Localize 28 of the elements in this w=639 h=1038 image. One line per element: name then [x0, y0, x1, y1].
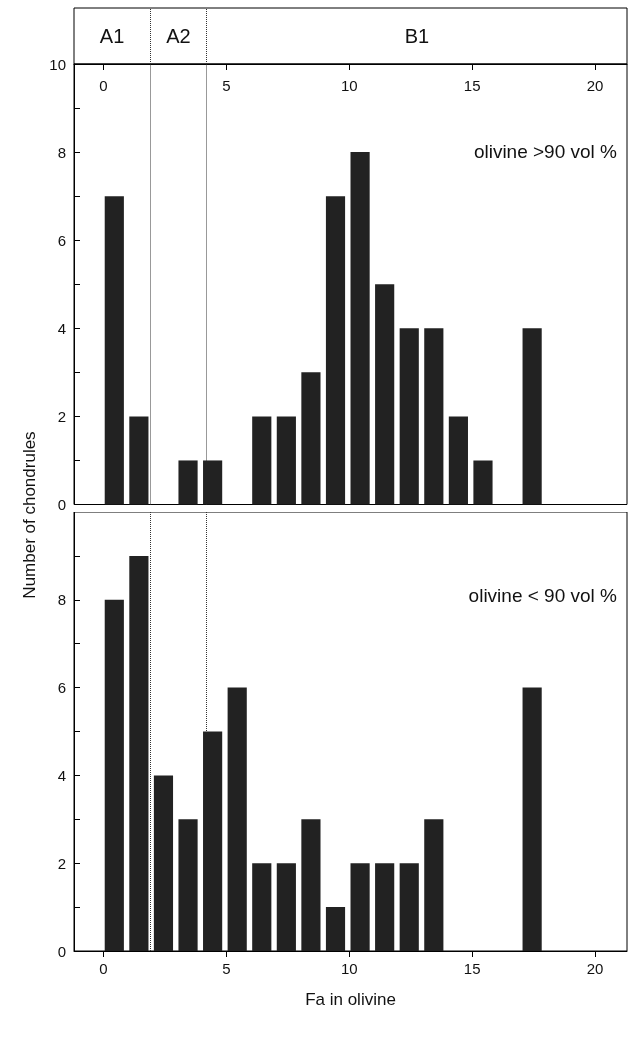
y-tick-label: 0 — [57, 496, 66, 513]
x-tick-label: 5 — [222, 960, 231, 977]
y-tick-label: 6 — [57, 679, 66, 697]
x-tick-label: 15 — [463, 960, 481, 977]
text: B1 — [404, 25, 430, 47]
x-axis-title: Fa in olivine — [305, 990, 396, 1009]
x-tick-label: 5 — [222, 77, 231, 94]
y-tick-label: 0 — [57, 942, 66, 960]
x-tick-label: 10 — [340, 77, 358, 94]
y-tick-label: 8 — [57, 591, 66, 609]
y-tick-label: 4 — [57, 766, 66, 784]
x-tick-label: 0 — [99, 77, 108, 94]
y-tick-label: 2 — [57, 407, 66, 425]
annotation: olivine < 90 vol % — [468, 585, 618, 606]
y-tick-label: 4 — [57, 319, 66, 337]
y-tick-label: 6 — [57, 231, 66, 249]
text: A2 — [166, 25, 191, 47]
y-axis-title: Number of chondrules — [20, 431, 40, 599]
x-tick-label: 0 — [99, 960, 108, 977]
x-tick-label: 15 — [463, 77, 481, 94]
text: A1 — [99, 25, 125, 47]
y-tick-label: 10 — [49, 55, 66, 73]
x-tick-label: 20 — [586, 960, 604, 977]
y-tick-label: 2 — [57, 854, 66, 872]
x-tick-label: 20 — [586, 77, 604, 94]
annotation: olivine >90 vol % — [473, 141, 618, 162]
y-tick-label: 8 — [57, 143, 66, 161]
x-tick-label: 10 — [340, 960, 358, 977]
